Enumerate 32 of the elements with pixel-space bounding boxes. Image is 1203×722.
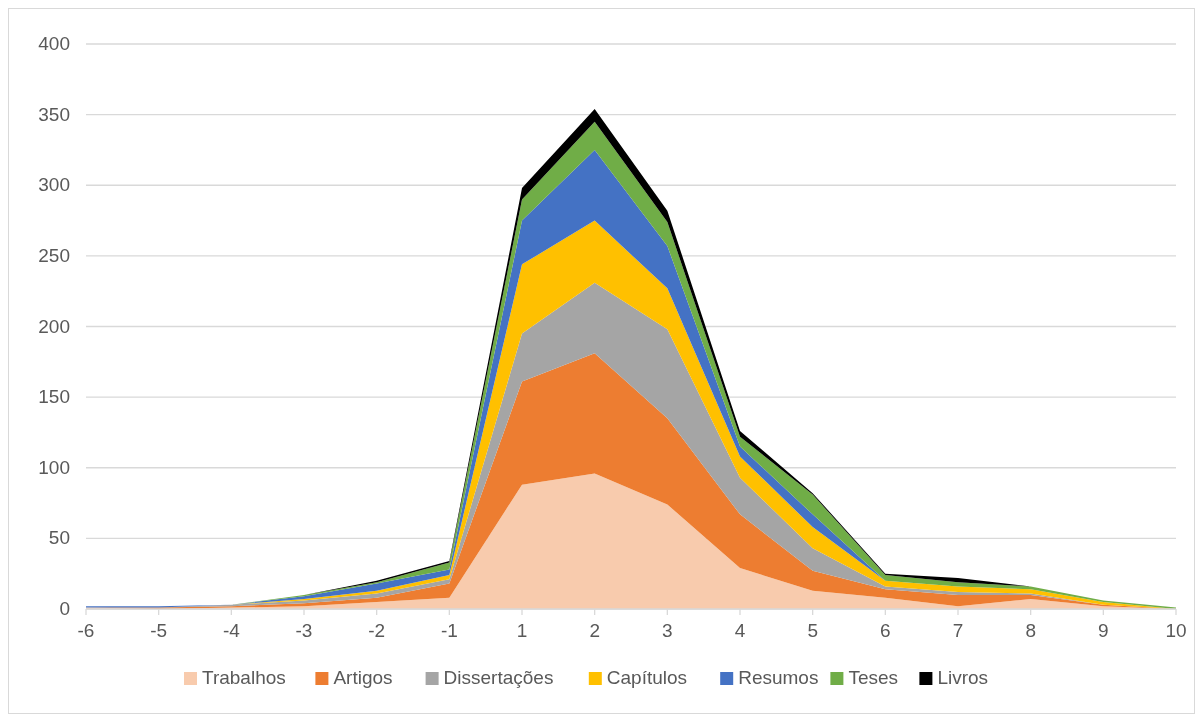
y-tick-label: 250 [38,244,70,266]
x-tick-label: -6 [77,620,95,641]
legend-label: Dissertações [443,667,554,688]
x-tick-label: 8 [1025,620,1036,641]
x-tick-label: 5 [807,620,818,641]
x-tick-label: 9 [1098,620,1109,641]
y-tick-label: 200 [38,315,70,337]
x-tick-label: 1 [516,620,528,641]
x-tick-label: 6 [880,620,891,641]
y-tick-label: 0 [59,598,70,619]
y-tick-label: 50 [48,527,70,549]
x-tick-label: -3 [295,620,313,641]
legend-label: Teses [848,667,899,688]
x-tick-label: 3 [662,620,673,641]
legend-label: Livros [937,667,989,688]
x-tick-label: -1 [440,620,458,641]
x-tick-label: -4 [222,620,241,641]
x-tick-label: 4 [734,620,746,641]
y-tick-label: 150 [38,386,70,408]
x-tick-label: 7 [952,620,964,641]
x-tick-label: -5 [150,620,168,641]
x-tick-label: -2 [368,620,386,641]
y-tick-label: 100 [38,456,70,478]
legend-label: Trabalhos [202,667,286,688]
x-tick-label: 2 [589,620,600,641]
legend-label: Capítulos [606,667,688,688]
legend-label: Resumos [738,667,819,688]
y-tick-label: 350 [38,103,70,125]
y-tick-label: 300 [38,174,70,196]
legend-label: Artigos [333,667,393,688]
x-tick-label: 10 [1165,620,1187,641]
y-tick-label: 400 [38,33,70,54]
